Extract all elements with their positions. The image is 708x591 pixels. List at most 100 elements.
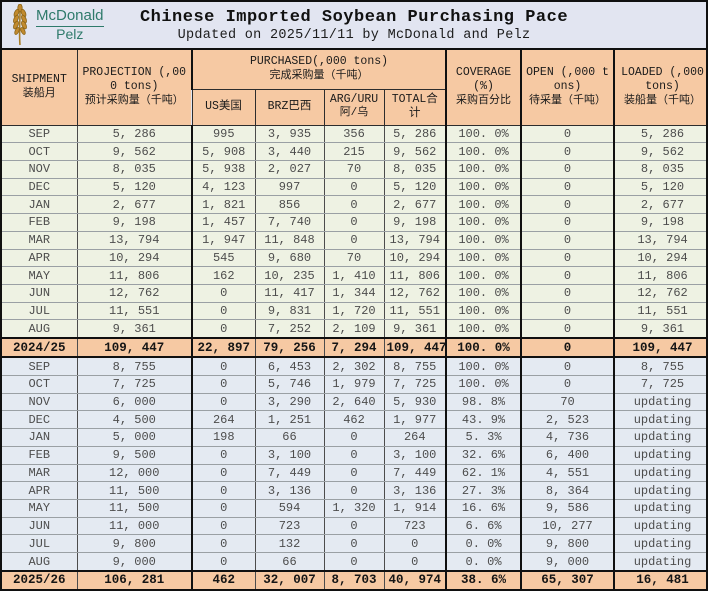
value-cell: 109, 447: [76, 337, 193, 359]
value-cell: 3, 136: [254, 481, 325, 500]
value-cell: updating: [613, 534, 706, 554]
month-cell: NOV: [2, 392, 78, 412]
value-cell: 0: [323, 230, 385, 250]
value-cell: 0: [520, 177, 615, 197]
value-cell: 9, 361: [383, 319, 447, 339]
table-row: NOV 8, 035 5, 938 2, 027 70 8, 035 100. 0% 0 8, …: [2, 159, 706, 179]
value-cell: 11, 551: [613, 301, 706, 321]
month-cell: AUG: [2, 319, 78, 339]
value-cell: 40, 974: [383, 569, 447, 589]
value-cell: 0: [520, 124, 615, 144]
value-cell: 0: [383, 552, 447, 572]
season-total-row: 2024/25 109, 447 22, 897 79, 256 7, 294 109, …: [2, 337, 706, 359]
value-cell: 2, 677: [613, 195, 706, 215]
brand-line2: Pelz: [56, 25, 84, 42]
value-cell: 7, 725: [76, 374, 193, 394]
value-cell: 0: [520, 142, 615, 161]
month-cell: DEC: [2, 410, 78, 430]
value-cell: 2, 640: [323, 392, 385, 412]
value-cell: 2, 109: [323, 319, 385, 339]
value-cell: 0: [191, 301, 256, 321]
season-total-row: 2025/26 106, 281 462 32, 007 8, 703 40, 974 38…: [2, 569, 706, 589]
table-row: FEB 9, 198 1, 457 7, 740 0 9, 198 100. 0% 0 9, 1…: [2, 213, 706, 232]
value-cell: 0: [520, 266, 615, 285]
value-cell: 8, 364: [520, 481, 615, 500]
col-header-projection-zh: 预计采购量（千吨）: [84, 94, 184, 107]
value-cell: 6. 6%: [445, 516, 522, 536]
value-cell: 10, 294: [76, 248, 193, 268]
value-cell: 100. 0%: [445, 159, 522, 179]
col-header-open-en: OPEN (,000 tons): [526, 66, 609, 94]
value-cell: 0: [520, 319, 615, 339]
value-cell: updating: [613, 410, 706, 430]
value-cell: 100. 0%: [445, 374, 522, 394]
value-cell: 5, 000: [76, 428, 193, 447]
value-cell: 462: [323, 410, 385, 430]
value-cell: 2, 677: [383, 195, 447, 215]
value-cell: 0: [520, 374, 615, 394]
col-group-purchased-zh: 完成采购量（千吨）: [269, 69, 369, 82]
page-subtitle: Updated on 2025/11/11 by McDonald and Pe…: [177, 27, 531, 43]
value-cell: 1, 821: [191, 195, 256, 215]
value-cell: 1, 979: [323, 374, 385, 394]
table-row: FEB 9, 500 0 3, 100 0 3, 100 32. 6% 6, 400 updat…: [2, 445, 706, 465]
value-cell: 5, 908: [191, 142, 256, 161]
page-title: Chinese Imported Soybean Purchasing Pace: [139, 7, 569, 27]
value-cell: 0: [520, 356, 615, 376]
value-cell: 9, 500: [76, 445, 193, 465]
value-cell: 8, 755: [383, 356, 447, 376]
value-cell: 0: [191, 552, 256, 572]
value-cell: 11, 806: [76, 266, 193, 285]
month-cell: 2024/25: [2, 337, 78, 359]
value-cell: 723: [254, 516, 325, 536]
value-cell: updating: [613, 428, 706, 447]
value-cell: 7, 740: [254, 213, 325, 232]
table-row: MAY 11, 500 0 594 1, 320 1, 914 16. 6% 9, 586 up…: [2, 498, 706, 518]
value-cell: 0: [191, 392, 256, 412]
month-cell: NOV: [2, 159, 78, 179]
value-cell: 5, 286: [613, 124, 706, 144]
value-cell: 594: [254, 498, 325, 518]
month-cell: AUG: [2, 552, 78, 572]
company-logo: McDonald Pelz: [8, 4, 104, 46]
value-cell: 38. 6%: [445, 569, 522, 589]
value-cell: 109, 447: [613, 337, 706, 359]
col-header-arg: ARG/URU 阿/乌: [323, 88, 385, 126]
month-cell: APR: [2, 481, 78, 500]
value-cell: 3, 935: [254, 124, 325, 144]
value-cell: 10, 235: [254, 266, 325, 285]
table-body: SEP 5, 286 995 3, 935 356 5, 286 100. 0% 0 5, 28…: [2, 124, 706, 589]
value-cell: 6, 400: [520, 445, 615, 465]
value-cell: 0: [323, 177, 385, 197]
value-cell: 16, 481: [613, 569, 706, 589]
brand-line1: McDonald: [36, 8, 104, 27]
value-cell: 545: [191, 248, 256, 268]
table-row: AUG 9, 000 0 66 0 0 0. 0% 9, 000 updating: [2, 552, 706, 572]
month-cell: FEB: [2, 213, 78, 232]
value-cell: 11, 551: [76, 301, 193, 321]
value-cell: 100. 0%: [445, 337, 522, 359]
value-cell: 4, 500: [76, 410, 193, 430]
value-cell: 0: [191, 463, 256, 483]
value-cell: 5, 938: [191, 159, 256, 179]
value-cell: 5, 120: [383, 177, 447, 197]
value-cell: updating: [613, 445, 706, 465]
col-header-arg-zh: 阿/乌: [339, 107, 369, 120]
value-cell: 0: [323, 445, 385, 465]
value-cell: 2, 027: [254, 159, 325, 179]
value-cell: 0: [520, 159, 615, 179]
value-cell: 3, 440: [254, 142, 325, 161]
value-cell: 9, 198: [76, 213, 193, 232]
col-group-purchased-en: PURCHASED(,000 tons): [250, 55, 389, 69]
value-cell: 9, 361: [613, 319, 706, 339]
month-cell: SEP: [2, 356, 78, 376]
value-cell: 66: [254, 552, 325, 572]
value-cell: updating: [613, 481, 706, 500]
table-row: MAR 13, 794 1, 947 11, 848 0 13, 794 100. 0% 0 1…: [2, 230, 706, 250]
col-header-projection-en: PROJECTION (,000 tons): [82, 66, 187, 94]
table-header: SHIPMENT 装船月 PROJECTION (,000 tons) 预计采购…: [2, 48, 706, 126]
value-cell: 0: [520, 337, 615, 359]
value-cell: 9, 800: [76, 534, 193, 554]
col-header-coverage-zh: 采购百分比: [456, 94, 512, 107]
value-cell: 5, 746: [254, 374, 325, 394]
